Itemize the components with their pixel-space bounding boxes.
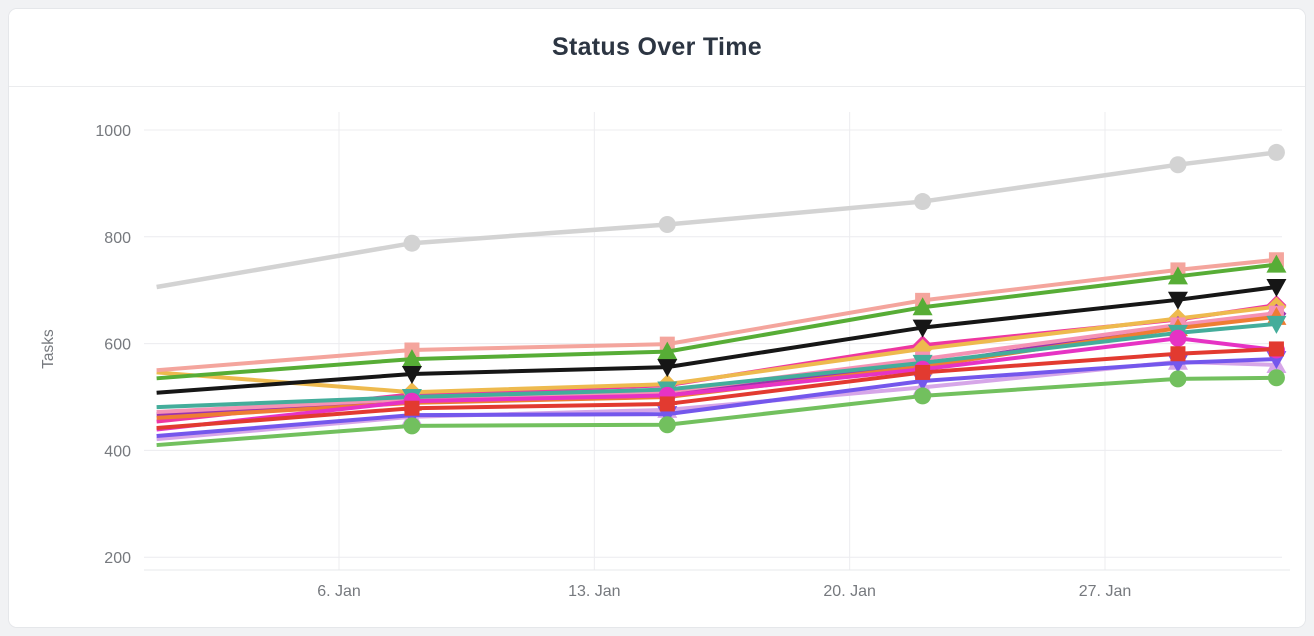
marker-green xyxy=(657,341,678,360)
series-line-salmon xyxy=(156,257,1277,373)
series-line-black xyxy=(156,285,1277,395)
line-chart[interactable]: 1000 800 600 400 200 6. Jan 13. Jan 20. Jan 27. … xyxy=(9,87,1305,627)
marker-gray xyxy=(1169,156,1187,174)
marker-light-green xyxy=(658,416,676,434)
series-line-red xyxy=(156,346,1277,430)
marker-red xyxy=(915,364,931,380)
marker-red xyxy=(1170,346,1186,362)
marker-green xyxy=(1167,266,1188,285)
series-line-light-green xyxy=(156,375,1277,448)
marker-red xyxy=(659,396,675,412)
x-tick-label: 27. Jan xyxy=(1079,583,1131,600)
series-line-gray xyxy=(156,150,1277,290)
marker-gray xyxy=(658,216,676,234)
marker-black xyxy=(657,359,678,378)
marker-red xyxy=(404,400,420,416)
y-tick-label: 600 xyxy=(104,337,131,354)
marker-gray xyxy=(1267,143,1285,161)
x-tick-label: 20. Jan xyxy=(823,583,875,600)
y-tick-label: 200 xyxy=(104,550,131,567)
series-line-teal xyxy=(156,321,1277,410)
marker-light-green xyxy=(914,387,932,405)
y-tick-label: 800 xyxy=(104,230,131,247)
y-axis-title: Tasks xyxy=(40,329,57,369)
x-tick-label: 6. Jan xyxy=(317,583,361,600)
status-over-time-widget: Status Over Time 1000 800 600 400 200 6. Jan 1… xyxy=(8,8,1306,628)
marker-light-green xyxy=(1169,370,1187,388)
chart-area: 1000 800 600 400 200 6. Jan 13. Jan 20. Jan 27. … xyxy=(9,87,1305,627)
marker-teal xyxy=(1266,315,1287,334)
marker-gray xyxy=(914,193,932,211)
marker-green xyxy=(401,349,422,368)
marker-green xyxy=(912,297,933,316)
marker-light-green xyxy=(403,417,421,435)
series-line-indigo xyxy=(156,357,1277,438)
marker-black xyxy=(401,366,422,385)
marker-light-green xyxy=(1267,369,1285,387)
marker-gray xyxy=(403,234,421,252)
y-tick-label: 1000 xyxy=(95,123,131,140)
x-tick-label: 13. Jan xyxy=(568,583,620,600)
marker-red xyxy=(1268,341,1284,357)
marker-black xyxy=(912,319,933,338)
marker-black xyxy=(1167,291,1188,310)
marker-hot-pink xyxy=(1169,329,1187,347)
widget-header: Status Over Time xyxy=(9,9,1305,87)
series-line-green xyxy=(156,262,1277,381)
series-line-gold xyxy=(156,304,1277,395)
series-line-hot-pink xyxy=(156,336,1277,432)
widget-title: Status Over Time xyxy=(552,33,762,61)
marker-green xyxy=(1266,254,1287,273)
y-tick-label: 400 xyxy=(104,443,131,460)
marker-black xyxy=(1266,278,1287,297)
